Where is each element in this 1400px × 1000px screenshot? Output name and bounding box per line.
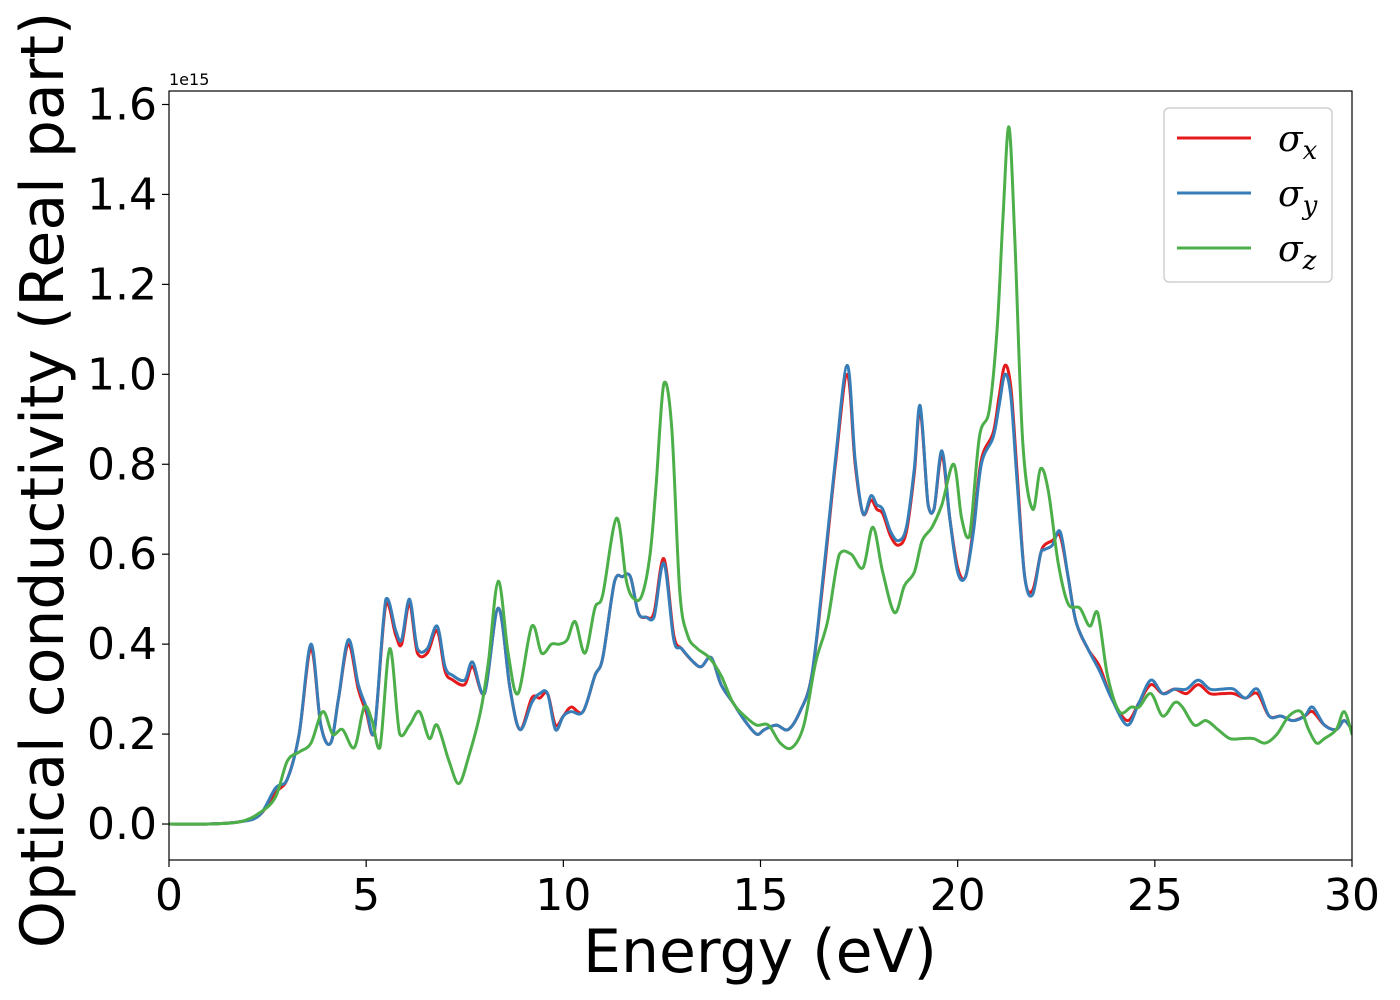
- y-tick-label: 1.2: [87, 259, 157, 310]
- legend-symbol: σ: [1278, 229, 1304, 270]
- legend-subscript: y: [1302, 191, 1318, 221]
- y-offset-label: 1e15: [169, 70, 209, 89]
- series-line-z: [169, 125, 1352, 826]
- legend-box: [1163, 107, 1333, 283]
- legend-subscript: x: [1303, 136, 1318, 166]
- y-tick-label: 0.8: [87, 439, 157, 490]
- x-axis-title: Energy (eV): [583, 917, 937, 987]
- y-axis-title: Optical conductivity (Real part): [8, 12, 78, 949]
- legend-symbol: σ: [1278, 119, 1304, 160]
- x-tick-label: 0: [155, 870, 183, 921]
- legend-label-z: σz: [1278, 229, 1317, 276]
- y-tick-label: 0.2: [87, 709, 157, 760]
- x-tick-label: 30: [1324, 870, 1380, 921]
- series-layer: [169, 125, 1352, 826]
- y-tick-label: 1.4: [87, 169, 157, 220]
- axes-layer: 0 5 10 15 20 25 30 0.0 0.2 0.4 0.6 0.8 1.0 1.2 1.4 1.6: [87, 79, 1380, 921]
- series-line-y: [169, 363, 1352, 826]
- y-tick-label: 0.0: [87, 799, 157, 850]
- y-tick-label: 0.6: [87, 529, 157, 580]
- x-tick-label: 25: [1127, 870, 1183, 921]
- y-tick-label: 1.0: [87, 349, 157, 400]
- legend-label-y: σy: [1278, 174, 1318, 221]
- y-tick-label: 1.6: [87, 79, 157, 130]
- x-tick-label: 5: [352, 870, 380, 921]
- y-tick-label: 0.4: [87, 619, 157, 670]
- legend-subscript: z: [1302, 246, 1317, 276]
- legend-symbol: σ: [1278, 174, 1304, 215]
- x-tick-label: 15: [733, 870, 789, 921]
- legend-label-x: σx: [1278, 119, 1318, 166]
- x-tick-label: 20: [930, 870, 986, 921]
- x-tick-label: 10: [535, 870, 591, 921]
